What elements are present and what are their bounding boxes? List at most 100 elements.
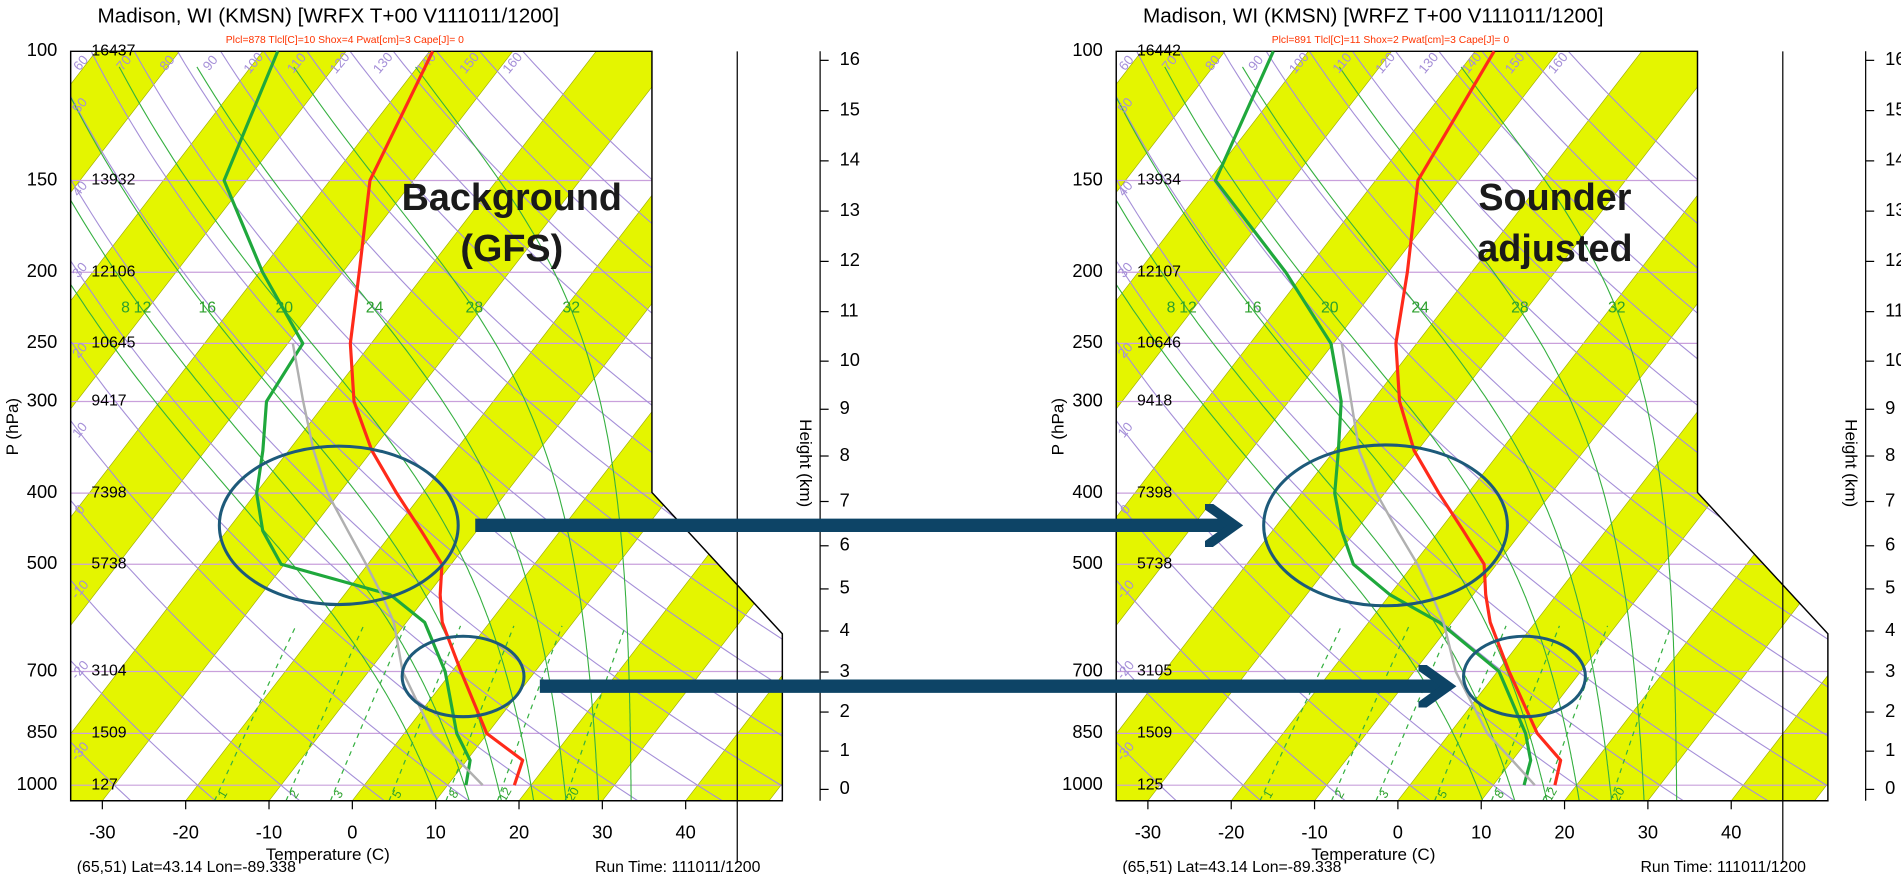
isotherm-band — [518, 51, 783, 801]
moist-adiabat — [293, 66, 600, 801]
y-tick-label: 700 — [1072, 659, 1102, 680]
chart-title: Madison, WI (KMSN) [WRFX T+00 V111011/12… — [97, 5, 559, 28]
dry-adiabat — [1179, 51, 1828, 801]
mixing-ratio-label: 20 — [563, 785, 582, 804]
mixing-ratio-line — [496, 625, 563, 801]
x-axis-label: Temperature (C) — [266, 845, 390, 864]
dry-adiabat-label: 50 — [1115, 95, 1136, 116]
dry-adiabat — [392, 51, 783, 801]
moist-adiabat-label: 12 — [134, 300, 152, 317]
mixing-ratio-label: 12 — [1541, 785, 1560, 804]
isotherm-band — [70, 51, 514, 801]
highlight-ellipse — [217, 444, 460, 607]
x-axis-label: Temperature (C) — [1311, 845, 1435, 864]
dry-adiabat — [1116, 51, 1684, 801]
mixing-ratio-line — [1259, 625, 1342, 801]
y2-tick-label: 1 — [1885, 739, 1895, 760]
y2-tick-label: 8 — [840, 444, 850, 465]
dry-adiabat-label: 130 — [1415, 50, 1441, 77]
y-tick-label: 300 — [1072, 389, 1102, 410]
dry-adiabat — [1222, 51, 1828, 801]
dry-adiabat-label: 130 — [370, 50, 396, 77]
dry-adiabat — [1136, 51, 1828, 801]
dry-adiabat — [133, 51, 783, 801]
dry-adiabat-label: 20 — [1115, 340, 1136, 361]
y2-tick-label: 0 — [840, 777, 850, 798]
height-label: 125 — [1137, 776, 1164, 793]
y2-tick-label: 15 — [840, 98, 860, 119]
dry-adiabat — [70, 51, 301, 801]
mixing-ratio-line — [564, 625, 627, 801]
dry-adiabat-label: 80 — [156, 52, 177, 73]
x-tick-label: 30 — [592, 821, 612, 842]
y2-tick-label: 6 — [1885, 534, 1895, 555]
dry-adiabat — [1116, 51, 1346, 801]
dry-adiabat — [70, 51, 385, 801]
y-tick-label: 100 — [1072, 39, 1102, 60]
x-tick-label: -10 — [256, 821, 282, 842]
moist-adiabat — [118, 66, 535, 801]
footer-right: Run Time: 111011/1200 — [595, 859, 761, 874]
y2-axis-label: Height (km) — [1841, 419, 1860, 507]
profile-line — [222, 50, 472, 786]
moist-adiabat — [1164, 66, 1580, 801]
x-tick-label: 10 — [1471, 821, 1491, 842]
y-axis-label: P (hPa) — [1048, 398, 1067, 455]
y2-tick-label: 0 — [1885, 777, 1895, 798]
moist-adiabat-label: 28 — [466, 300, 484, 317]
y2-tick-label: 6 — [840, 534, 850, 555]
x-tick-label: 20 — [1554, 821, 1574, 842]
x-tick-label: 0 — [347, 821, 357, 842]
dry-adiabat-label: 90 — [200, 52, 221, 73]
dry-adiabat — [220, 51, 783, 801]
height-label: 127 — [91, 776, 117, 793]
dry-adiabat-label: 60 — [70, 52, 91, 73]
mixing-ratio-line — [445, 625, 515, 801]
moist-adiabat — [70, 66, 502, 801]
y-tick-label: 850 — [27, 721, 57, 742]
y2-tick-label: 9 — [1885, 397, 1895, 418]
profile-line — [348, 50, 525, 786]
height-label: 12106 — [91, 263, 135, 280]
dry-adiabat — [479, 51, 783, 801]
y2-tick-label: 2 — [1885, 700, 1895, 721]
moist-adiabat — [196, 66, 567, 801]
footer-right: Run Time: 111011/1200 — [1641, 859, 1807, 874]
annotation-text: Sounder — [1478, 177, 1631, 219]
highlight-ellipse — [1262, 443, 1509, 608]
mixing-ratio-line — [329, 625, 406, 801]
height-label: 3104 — [91, 663, 126, 680]
y-axis-label: P (hPa) — [3, 398, 22, 455]
dry-adiabat — [436, 51, 783, 801]
height-label: 10646 — [1137, 335, 1181, 352]
dry-adiabat — [522, 51, 783, 801]
isotherm-band — [1116, 51, 1559, 801]
y2-tick-label: 5 — [840, 577, 850, 598]
y-tick-label: 1000 — [1062, 773, 1103, 794]
mixing-ratio-line — [285, 625, 365, 801]
dry-adiabat-label: 50 — [69, 95, 90, 116]
chart-title: Madison, WI (KMSN) [WRFZ T+00 V111011/12… — [1143, 5, 1603, 28]
dry-adiabat — [70, 51, 554, 801]
y2-axis-label: Height (km) — [796, 419, 815, 507]
dry-adiabat — [1308, 51, 1828, 801]
mixing-ratio-label: 20 — [1609, 785, 1628, 804]
y2-tick-label: 14 — [1885, 149, 1901, 170]
y2-tick-label: 12 — [840, 249, 860, 270]
dry-adiabat — [1438, 51, 1828, 801]
y2-tick-label: 15 — [1885, 98, 1901, 119]
y2-tick-label: 3 — [840, 660, 850, 681]
moist-adiabat-label: 8 — [1167, 300, 1176, 317]
y-tick-label: 150 — [27, 168, 57, 189]
y2-tick-label: 12 — [1885, 249, 1901, 270]
height-label: 7398 — [1137, 484, 1172, 501]
isotherm-band — [1116, 51, 1393, 801]
y-tick-label: 250 — [1072, 331, 1102, 352]
isotherm-band — [1563, 51, 1828, 801]
chart-subtitle: Plcl=891 Tlcl[C]=11 Shox=2 Pwat[cm]=3 Ca… — [1272, 35, 1510, 46]
dry-adiabat-label: 30 — [69, 259, 90, 280]
y2-tick-label: 8 — [1885, 444, 1895, 465]
dry-adiabat-label: 70 — [113, 52, 134, 73]
dry-adiabat — [70, 51, 216, 801]
